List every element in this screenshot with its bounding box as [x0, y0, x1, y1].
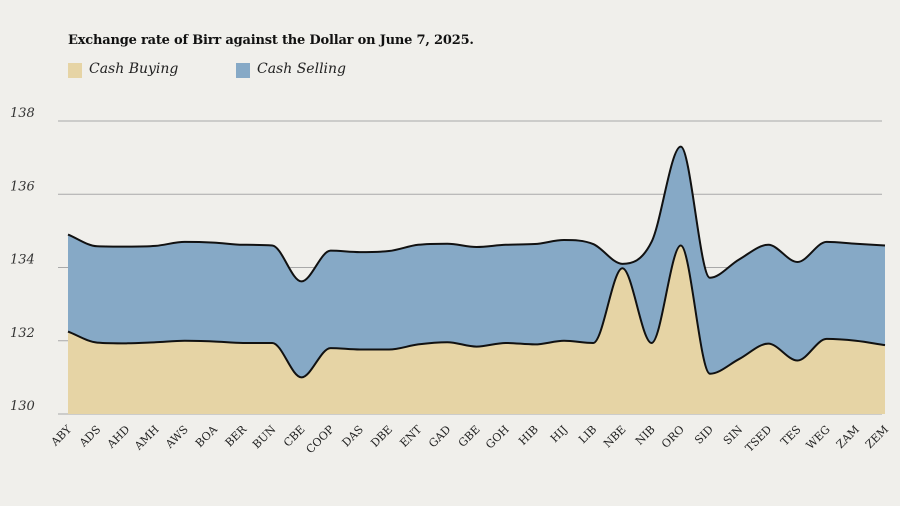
x-tick-label-zem: ZEM: [863, 423, 891, 451]
x-tick-label-nib: NIB: [633, 423, 658, 448]
x-tick-label-das: DAS: [340, 423, 366, 449]
x-tick-label-amh: AMH: [131, 423, 161, 453]
legend-label-cash-selling: Cash Selling: [257, 61, 346, 77]
x-tick-label-coop: COOP: [304, 423, 338, 457]
x-tick-label-aby: ABY: [48, 422, 75, 449]
x-tick-label-sid: SID: [692, 423, 716, 447]
x-tick-label-ber: BER: [223, 422, 250, 449]
y-tick-label-138: 138: [10, 106, 35, 121]
x-tick-label-ads: ADS: [76, 423, 103, 450]
x-tick-label-sin: SIN: [721, 423, 746, 448]
line-cash-selling: [67, 145, 886, 283]
x-tick-label-hib: HIB: [516, 423, 541, 448]
x-tick-label-hij: HIJ: [548, 423, 570, 445]
y-tick-label-130: 130: [10, 399, 35, 414]
x-tick-label-nbe: NBE: [601, 423, 628, 450]
x-tick-label-boa: BOA: [193, 422, 221, 450]
x-tick-label-bun: BUN: [250, 423, 279, 452]
x-tick-label-dbe: DBE: [368, 423, 395, 450]
x-tick-label-aws: AWS: [162, 423, 191, 452]
x-tick-label-tes: TES: [778, 423, 803, 448]
x-tick-label-ahd: AHD: [104, 423, 133, 452]
x-tick-label-tsed: TSED: [743, 423, 775, 455]
x-tick-label-gbe: GBE: [456, 423, 483, 450]
x-tick-label-weg: WEG: [804, 423, 833, 452]
x-tick-label-cbe: CBE: [281, 423, 308, 450]
y-tick-label-132: 132: [10, 326, 35, 341]
y-tick-label-134: 134: [10, 253, 35, 268]
x-tick-label-ent: ENT: [397, 422, 424, 449]
x-tick-label-lib: LIB: [576, 423, 599, 446]
legend-label-cash-buying: Cash Buying: [89, 61, 179, 77]
y-tick-label-136: 136: [10, 179, 35, 194]
x-tick-label-oro: ORO: [659, 423, 687, 451]
chart-title: Exchange rate of Birr against the Dollar…: [68, 33, 474, 48]
legend-swatch-cash-selling: [236, 63, 250, 78]
x-tick-label-zam: ZAM: [834, 423, 862, 451]
legend-swatch-cash-buying: [68, 63, 82, 78]
x-tick-label-goh: GOH: [483, 423, 512, 452]
x-tick-label-gad: GAD: [426, 423, 453, 450]
line-cash-buying: [67, 244, 886, 379]
area-cash-buying: [68, 245, 885, 414]
